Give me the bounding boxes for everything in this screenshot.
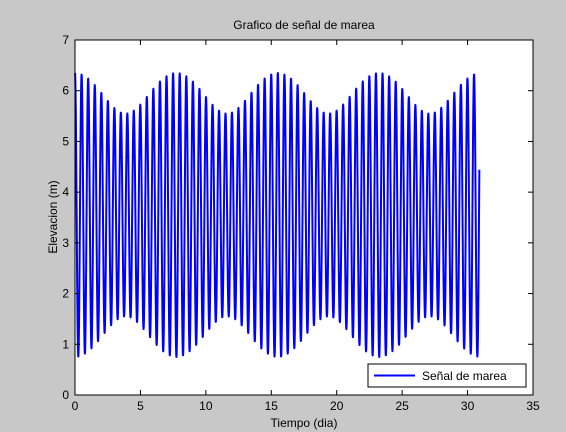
legend-label: Señal de marea: [422, 369, 507, 383]
y-tick-label: 6: [62, 84, 69, 98]
x-tick-label: 5: [137, 399, 144, 413]
axes-frame: [74, 39, 534, 396]
y-tick-label: 3: [62, 236, 69, 250]
plot-area: [74, 71, 481, 358]
y-tick-label: 1: [62, 337, 69, 351]
series-line: [74, 71, 481, 358]
x-tick-label: 10: [199, 399, 213, 413]
legend: Señal de marea: [367, 363, 527, 388]
x-tick-label: 30: [461, 399, 475, 413]
y-axis-label: Elevacion (m): [46, 180, 60, 253]
x-tick-label: 25: [395, 399, 409, 413]
y-tick-label: 2: [62, 287, 69, 301]
y-tick-label: 5: [62, 134, 69, 148]
x-tick-label: 15: [265, 399, 279, 413]
chart-title: Grafico de señal de marea: [233, 18, 375, 32]
x-axis-label: Tiempo (dia): [271, 416, 338, 430]
x-tick-label: 35: [526, 399, 540, 413]
x-tick-label: 0: [72, 399, 79, 413]
y-tick-label: 4: [62, 185, 69, 199]
y-tick-label: 7: [62, 33, 69, 47]
y-axis: 0 1 2 3 4 5 6 7: [62, 33, 533, 402]
y-tick-label: 0: [62, 388, 69, 402]
x-axis: 0 5 10 15 20 25 30 35: [72, 40, 540, 413]
x-tick-label: 20: [330, 399, 344, 413]
legend-box: [367, 363, 527, 388]
